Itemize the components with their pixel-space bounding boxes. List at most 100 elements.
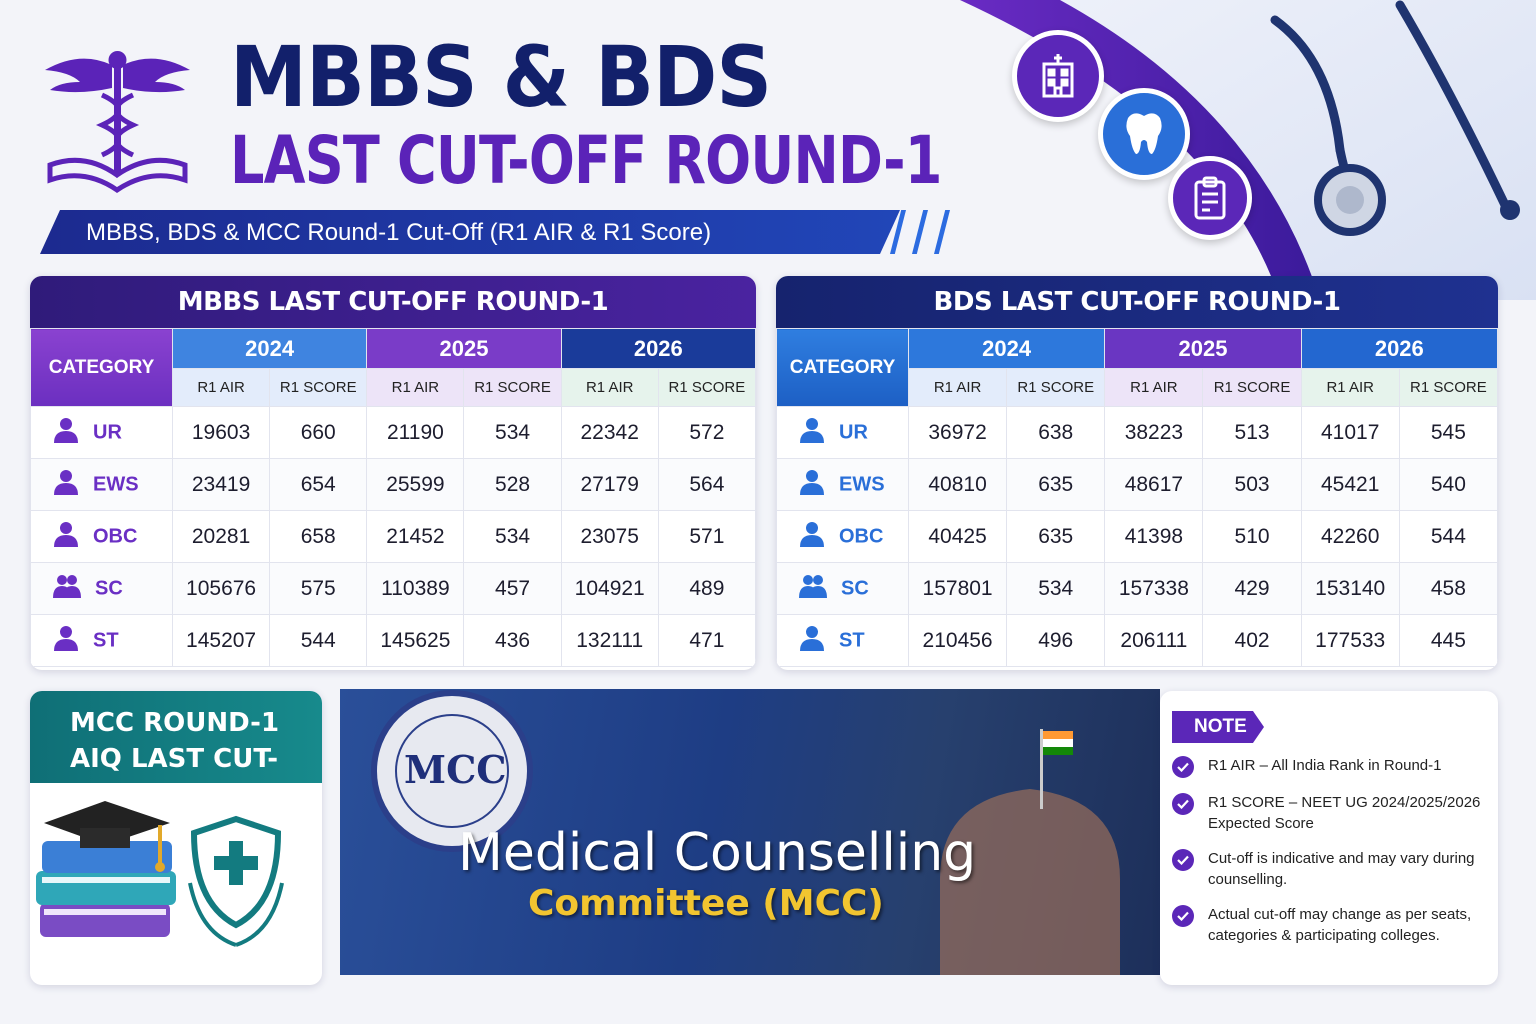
- value-cell: 489: [657, 562, 756, 615]
- value-cell: 534: [463, 510, 562, 563]
- category-cell: SC: [30, 562, 173, 615]
- year-header: 2024: [907, 328, 1106, 369]
- value-cell: 41017: [1300, 406, 1400, 459]
- value-cell: 21452: [366, 510, 465, 563]
- sub-header: R1 AIR: [171, 368, 271, 407]
- mbbs-cutoff-table: MBBS LAST CUT-OFF ROUND-1 CATEGORY 2024 …: [30, 276, 756, 670]
- category-label: ST: [93, 628, 119, 651]
- value-cell: 471: [657, 614, 756, 667]
- mcc-aiq-card: MCC ROUND-1 AIQ LAST CUT-OFF: [30, 691, 322, 985]
- mcc-logo-text: MCC: [404, 747, 507, 792]
- check-icon: [1172, 905, 1194, 927]
- category-cell: UR: [776, 406, 909, 459]
- category-cell: ST: [30, 614, 173, 667]
- mcc-banner-image: MCC Medical Counselling Committee (MCC): [340, 689, 1160, 975]
- user-icon: [53, 417, 79, 449]
- table-row: UR 19603 660 21190 534 22342 572: [30, 406, 756, 459]
- mbbs-table-title: MBBS LAST CUT-OFF ROUND-1: [30, 276, 756, 328]
- value-cell: 429: [1202, 562, 1302, 615]
- value-cell: 436: [463, 614, 562, 667]
- stethoscope-icon: [1270, 0, 1510, 210]
- value-cell: 638: [1006, 406, 1106, 459]
- value-cell: 145625: [366, 614, 465, 667]
- value-cell: 402: [1202, 614, 1302, 667]
- check-icon: [1172, 793, 1194, 815]
- note-text: R1 SCORE – NEET UG 2024/2025/2026 Expect…: [1208, 794, 1481, 832]
- table-row: EWS 23419 654 25599 528 27179 564: [30, 458, 756, 511]
- category-label: OBC: [839, 524, 884, 547]
- user-icon: [799, 521, 825, 553]
- value-cell: 177533: [1300, 614, 1400, 667]
- user-icon: [799, 469, 825, 501]
- graduation-books-icon: [36, 801, 284, 947]
- value-cell: 153140: [1300, 562, 1400, 615]
- check-icon: [1172, 756, 1194, 778]
- value-cell: 571: [657, 510, 756, 563]
- subtitle-banner: MBBS, BDS & MCC Round-1 Cut-Off (R1 AIR …: [40, 210, 960, 254]
- category-label: SC: [841, 576, 869, 599]
- value-cell: 572: [657, 406, 756, 459]
- value-cell: 40810: [907, 458, 1008, 511]
- value-cell: 41398: [1104, 510, 1204, 563]
- value-cell: 36972: [907, 406, 1008, 459]
- category-cell: UR: [30, 406, 173, 459]
- check-icon: [1172, 849, 1194, 871]
- bds-cutoff-table: BDS LAST CUT-OFF ROUND-1 CATEGORY 2024 2…: [776, 276, 1498, 670]
- user-icon: [53, 469, 79, 501]
- category-label: ST: [839, 628, 865, 651]
- mcc-card-title: MCC ROUND-1 AIQ LAST CUT-OFF: [30, 691, 322, 810]
- note-list: R1 AIR – All India Rank in Round-1 R1 SCO…: [1172, 755, 1492, 960]
- note-item: Actual cut-off may change as per seats, …: [1172, 904, 1492, 946]
- value-cell: 42260: [1300, 510, 1400, 563]
- category-header: CATEGORY: [776, 328, 909, 407]
- user-icon: [799, 625, 825, 657]
- value-cell: 544: [269, 614, 368, 667]
- sub-header: R1 SCORE: [269, 368, 368, 407]
- table-row: OBC 20281 658 21452 534 23075 571: [30, 510, 756, 563]
- value-cell: 23075: [560, 510, 659, 563]
- value-cell: 21190: [366, 406, 465, 459]
- value-cell: 544: [1398, 510, 1498, 563]
- value-cell: 157338: [1104, 562, 1204, 615]
- sub-header: R1 SCORE: [1398, 368, 1498, 407]
- page-subtitle: LAST CUT-OFF ROUND-1: [230, 122, 942, 199]
- table-row: OBC 40425 635 41398 510 42260 544: [776, 510, 1498, 563]
- value-cell: 635: [1006, 510, 1106, 563]
- value-cell: 22342: [560, 406, 659, 459]
- mcc-title-line1: MCC ROUND-1: [70, 708, 280, 738]
- banner-line2: Committee (MCC): [528, 883, 884, 924]
- value-cell: 210456: [907, 614, 1008, 667]
- bds-table-body: UR 36972 638 38223 513 41017 545 EWS 40810 635 486…: [776, 406, 1498, 667]
- value-cell: 45421: [1300, 458, 1400, 511]
- bds-table-title: BDS LAST CUT-OFF ROUND-1: [776, 276, 1498, 328]
- value-cell: 545: [1398, 406, 1498, 459]
- category-cell: EWS: [30, 458, 173, 511]
- caduceus-book-logo: [45, 51, 190, 194]
- value-cell: 20281: [171, 510, 271, 563]
- sub-header: R1 AIR: [1300, 368, 1400, 407]
- tooth-icon: [1098, 88, 1190, 180]
- category-label: SC: [95, 576, 123, 599]
- value-cell: 635: [1006, 458, 1106, 511]
- category-cell: OBC: [30, 510, 173, 563]
- value-cell: 457: [463, 562, 562, 615]
- value-cell: 104921: [560, 562, 659, 615]
- value-cell: 540: [1398, 458, 1498, 511]
- value-cell: 445: [1398, 614, 1498, 667]
- value-cell: 513: [1202, 406, 1302, 459]
- value-cell: 528: [463, 458, 562, 511]
- value-cell: 19603: [171, 406, 271, 459]
- value-cell: 132111: [560, 614, 659, 667]
- sub-header: R1 SCORE: [1202, 368, 1302, 407]
- value-cell: 145207: [171, 614, 271, 667]
- subtitle-text: MBBS, BDS & MCC Round-1 Cut-Off (R1 AIR …: [86, 219, 712, 246]
- category-header: CATEGORY: [30, 328, 173, 407]
- note-text: Actual cut-off may change as per seats, …: [1208, 906, 1472, 944]
- value-cell: 534: [463, 406, 562, 459]
- user-icon: [53, 521, 79, 553]
- users-icon: [799, 574, 827, 604]
- value-cell: 658: [269, 510, 368, 563]
- table-row: ST 210456 496 206111 402 177533 445: [776, 614, 1498, 667]
- sub-header: R1 AIR: [1104, 368, 1204, 407]
- value-cell: 38223: [1104, 406, 1204, 459]
